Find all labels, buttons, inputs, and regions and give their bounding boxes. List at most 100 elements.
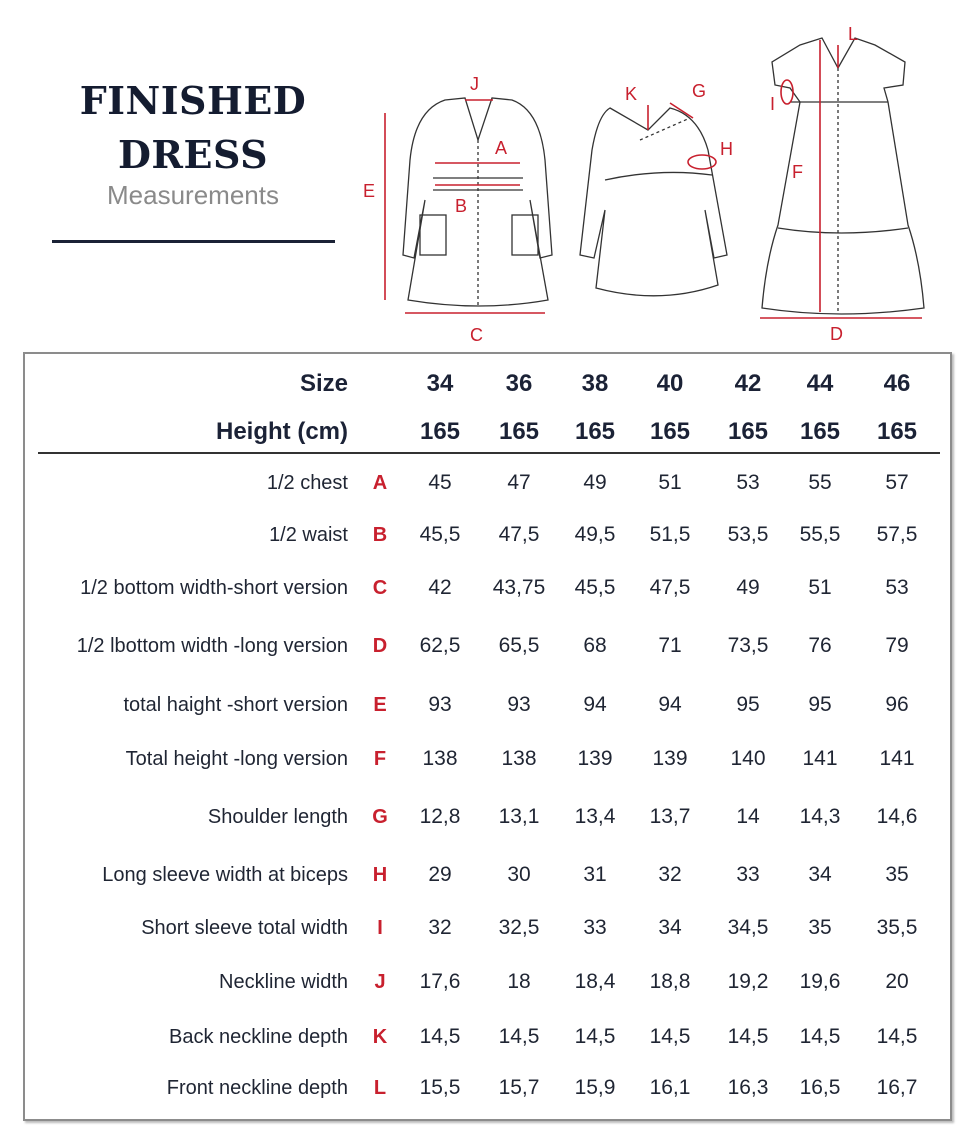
cell-value: 14,6 [876, 805, 918, 828]
row-label: Back neckline depth [168, 1026, 348, 1048]
cell-value: 14,5 [649, 1025, 691, 1048]
row-letter: C [372, 577, 388, 599]
cell-value: 43,75 [492, 576, 546, 599]
title-line-1: FINISHED [79, 78, 307, 123]
title-line-2: DRESS [117, 132, 269, 177]
row-label: 1/2 bottom width-short version [80, 577, 348, 599]
row-label: 1/2 lbottom width -long version [76, 635, 348, 657]
cell-value: 71 [658, 634, 682, 657]
cell-value: 19,6 [799, 970, 841, 993]
label-d: D [830, 324, 843, 344]
cell-value: 13,7 [649, 805, 691, 828]
cell-value: 49 [583, 471, 607, 494]
cell-value: 14,5 [727, 1025, 769, 1048]
cell-value: 14,5 [419, 1025, 461, 1048]
row-letter: H [372, 864, 388, 886]
size-value: 38 [581, 370, 609, 397]
cell-value: 55 [808, 471, 832, 494]
cell-value: 30 [507, 863, 531, 886]
row-letter: D [372, 635, 388, 657]
cell-value: 33 [583, 916, 607, 939]
cell-value: 14,5 [574, 1025, 616, 1048]
cell-value: 16,3 [727, 1076, 769, 1099]
height-value: 165 [498, 418, 540, 445]
cell-value: 32 [658, 863, 682, 886]
cell-value: 14,3 [799, 805, 841, 828]
cell-value: 16,5 [799, 1076, 841, 1099]
cell-value: 35,5 [876, 916, 918, 939]
row-letter: A [372, 472, 388, 494]
label-c: C [470, 325, 483, 345]
cell-value: 15,9 [574, 1076, 616, 1099]
cell-value: 93 [428, 693, 452, 716]
cell-value: 45 [428, 471, 452, 494]
cell-value: 34 [658, 916, 682, 939]
height-value: 165 [799, 418, 841, 445]
dress-diagrams: A B C D E F G H I J K L [363, 24, 925, 345]
size-value: 36 [505, 370, 533, 397]
cell-value: 19,2 [727, 970, 769, 993]
cell-value: 14,5 [876, 1025, 918, 1048]
label-l: L [848, 24, 858, 44]
cell-value: 18,4 [574, 970, 616, 993]
row-label: 1/2 waist [269, 524, 348, 546]
cell-value: 51 [808, 576, 832, 599]
cell-value: 96 [885, 693, 909, 716]
cell-value: 12,8 [419, 805, 461, 828]
label-h: H [720, 139, 733, 159]
cell-value: 32 [428, 916, 452, 939]
row-letter: B [372, 524, 388, 546]
row-label: Long sleeve width at biceps [102, 864, 348, 886]
long-dress-front [761, 37, 925, 315]
row-letter: K [372, 1026, 388, 1048]
row-label: Neckline width [219, 971, 348, 993]
cell-value: 73,5 [727, 634, 769, 657]
subtitle: Measurements [107, 180, 279, 210]
cell-value: 141 [879, 747, 915, 770]
cell-value: 49 [736, 576, 760, 599]
cell-value: 93 [507, 693, 531, 716]
cell-value: 45,5 [419, 523, 461, 546]
cell-value: 53 [736, 471, 760, 494]
cell-value: 31 [583, 863, 607, 886]
cell-value: 57,5 [876, 523, 918, 546]
size-value: 44 [806, 370, 834, 397]
cell-value: 57 [885, 471, 909, 494]
height-value: 165 [727, 418, 769, 445]
cell-value: 94 [583, 693, 607, 716]
cell-value: 35 [885, 863, 909, 886]
cell-value: 32,5 [498, 916, 540, 939]
row-letter: J [374, 971, 386, 993]
cell-value: 65,5 [498, 634, 540, 657]
row-label: Total height -long version [125, 748, 348, 770]
row-label: Short sleeve total width [141, 917, 348, 939]
cell-value: 51,5 [649, 523, 691, 546]
size-value: 42 [734, 370, 762, 397]
height-value: 165 [649, 418, 691, 445]
cell-value: 13,1 [498, 805, 540, 828]
diagram-labels: A B C D E F G H I J K L [363, 24, 858, 345]
label-k: K [625, 84, 637, 104]
cell-value: 34,5 [727, 916, 769, 939]
cell-value: 13,4 [574, 805, 616, 828]
size-value: 34 [426, 370, 454, 397]
height-value: 165 [419, 418, 461, 445]
cell-value: 55,5 [799, 523, 841, 546]
cell-value: 94 [658, 693, 682, 716]
header-divider [38, 452, 940, 454]
row-letter: E [373, 694, 387, 716]
measurement-table-frame [23, 352, 952, 1121]
height-value: 165 [876, 418, 918, 445]
row-letter: L [373, 1077, 387, 1099]
cell-value: 53,5 [727, 523, 769, 546]
cell-value: 14,5 [799, 1025, 841, 1048]
measurement-lines [384, 40, 922, 319]
cell-value: 20 [885, 970, 909, 993]
label-i: I [770, 94, 775, 114]
label-b: B [455, 196, 467, 216]
cell-value: 49,5 [574, 523, 616, 546]
cell-value: 34 [808, 863, 832, 886]
cell-value: 47,5 [498, 523, 540, 546]
row-label: 1/2 chest [266, 472, 348, 494]
cell-value: 29 [428, 863, 452, 886]
